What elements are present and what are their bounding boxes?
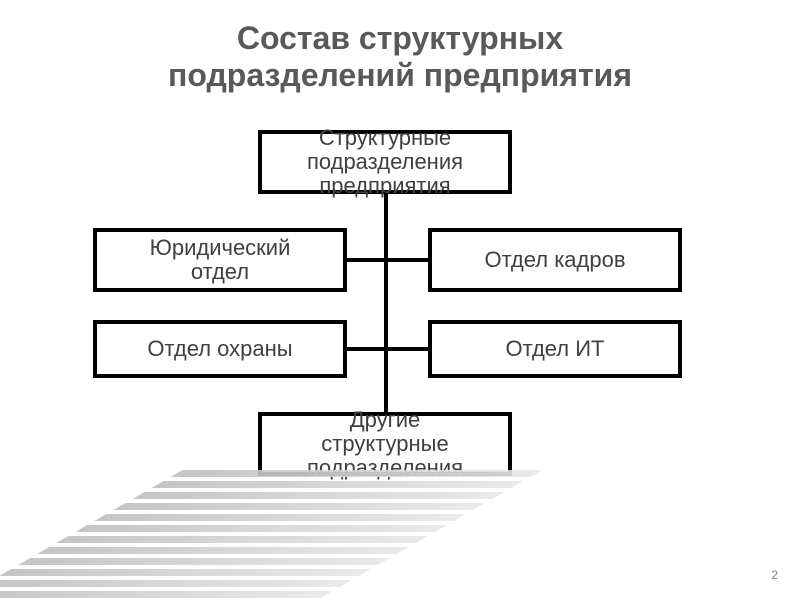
node-hr-label: Отдел кадров <box>484 248 625 272</box>
node-legal: Юридический отдел <box>93 228 347 292</box>
other-label-line2: структурные <box>321 431 448 456</box>
connector-row1 <box>347 258 428 262</box>
node-it: Отдел ИТ <box>428 320 682 378</box>
node-it-label: Отдел ИТ <box>506 337 605 361</box>
page-title: Состав структурных подразделений предпри… <box>0 20 800 94</box>
node-security-label: Отдел охраны <box>147 337 292 361</box>
node-legal-label: Юридический отдел <box>150 236 291 284</box>
connector-spine <box>384 194 388 412</box>
root-label-line3: предприятия <box>319 173 450 198</box>
node-security: Отдел охраны <box>93 320 347 378</box>
node-root-label: Структурные подразделения предприятия <box>258 126 512 199</box>
node-hr: Отдел кадров <box>428 228 682 292</box>
other-label-line1: Другие <box>350 407 420 432</box>
title-line-2: подразделений предприятия <box>168 57 632 93</box>
connector-row2 <box>347 347 428 351</box>
root-label-line1: Структурные <box>319 125 451 150</box>
title-line-1: Состав структурных <box>237 20 563 56</box>
slide-stage: Состав структурных подразделений предпри… <box>0 0 800 600</box>
corner-decor <box>0 470 542 600</box>
page-number: 2 <box>771 568 778 582</box>
root-label-line2: подразделения <box>307 149 463 174</box>
